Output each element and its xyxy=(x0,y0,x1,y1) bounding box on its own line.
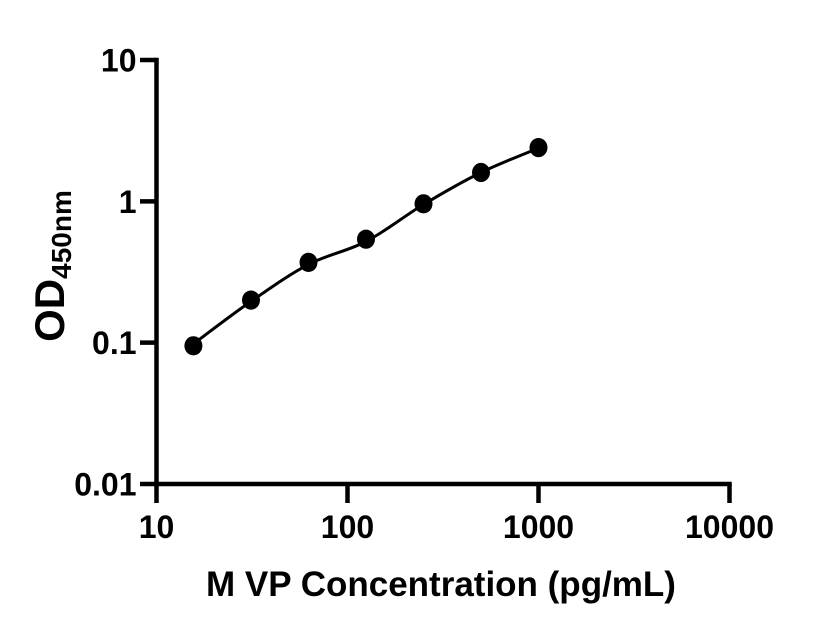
x-tick-label: 1000 xyxy=(503,509,574,545)
x-axis-title: M VP Concentration (pg/mL) xyxy=(206,565,676,604)
x-tick-label: 10000 xyxy=(685,509,774,545)
y-axis-ticks xyxy=(140,57,157,487)
data-point xyxy=(529,138,548,158)
y-tick-label: 10 xyxy=(101,43,137,79)
data-point xyxy=(472,162,490,183)
data-point xyxy=(414,194,433,214)
y-tick-label: 0.01 xyxy=(74,467,136,503)
x-axis-tick-labels: 10 100 1000 10000 xyxy=(139,509,774,545)
data-point xyxy=(299,252,318,272)
y-tick-label: 0.1 xyxy=(92,325,136,361)
x-axis-ticks xyxy=(154,484,732,503)
x-tick-label: 100 xyxy=(321,509,374,545)
y-axis-title-subscript: 450nm xyxy=(46,190,77,279)
axes xyxy=(154,57,732,487)
y-axis-title: OD450nm xyxy=(26,190,77,342)
data-point xyxy=(357,229,375,249)
y-tick-label: 1 xyxy=(119,184,137,220)
y-axis-title-main: OD xyxy=(26,279,73,342)
data-point xyxy=(242,290,260,310)
x-tick-label: 10 xyxy=(139,509,175,545)
data-point xyxy=(184,336,203,356)
data-points xyxy=(184,138,548,356)
y-axis-tick-labels: 10 1 0.1 0.01 xyxy=(74,43,136,503)
